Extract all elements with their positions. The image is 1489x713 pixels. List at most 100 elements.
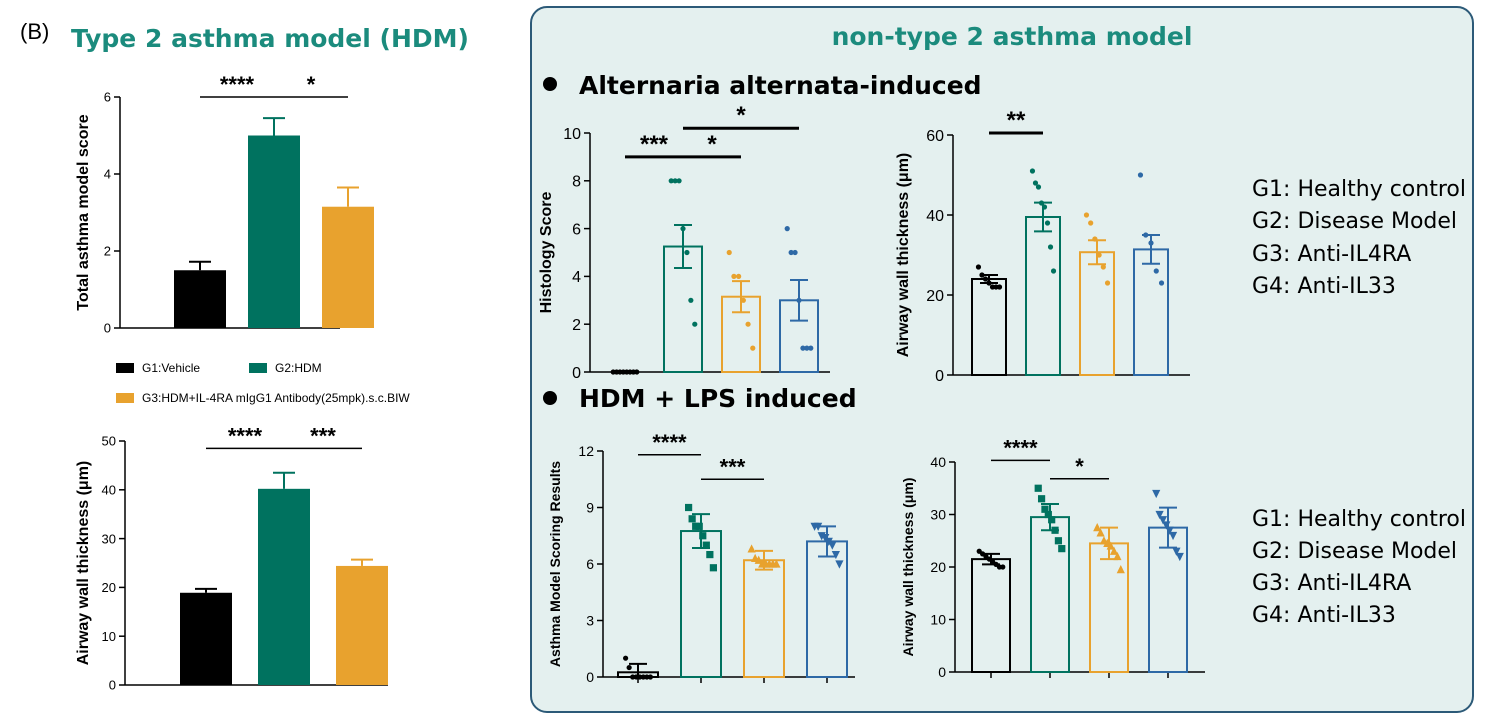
y-tick-label: 50 [102, 434, 116, 449]
group-legend-g3-b: G3: Anti-IL4RA [1252, 571, 1411, 596]
data-point [1048, 516, 1056, 524]
y-tick-label: 2 [104, 244, 111, 259]
data-point [979, 272, 985, 278]
y-tick-label: 0 [572, 365, 581, 382]
data-point [996, 284, 1003, 290]
data-point [699, 532, 707, 540]
data-point [1041, 505, 1049, 513]
significance-label: * [707, 131, 717, 158]
data-point [831, 550, 840, 560]
data-point [1035, 184, 1042, 190]
legend-label-g3: G3:HDM+IL-4RA mIgG1 Antibody(25mpk).s.c.… [142, 391, 410, 405]
group-legend-g3: G3: Anti-IL4RA [1252, 242, 1411, 267]
significance-label: *** [640, 131, 669, 158]
bar-g2 [258, 488, 310, 685]
legend-label-g2: G2:HDM [275, 361, 322, 375]
data-point [688, 515, 696, 523]
data-point [1104, 280, 1111, 286]
legend-swatch-g3 [116, 393, 134, 403]
y-tick-label: 3 [586, 613, 594, 629]
y-tick-label: 6 [104, 90, 111, 105]
data-point [772, 559, 781, 568]
y-tick-label: 9 [586, 500, 594, 516]
y-tick-label: 6 [586, 556, 594, 572]
y-tick-label: 30 [930, 507, 946, 523]
data-point [982, 276, 989, 282]
data-point [1175, 552, 1184, 562]
right-panel-title: non-type 2 asthma model [832, 22, 1193, 51]
y-tick-label: 0 [109, 678, 116, 693]
y-tick-label: 10 [930, 612, 946, 628]
data-point [692, 321, 698, 327]
data-point [1113, 551, 1122, 561]
y-axis-label: Airway wall thickness (μm) [895, 153, 912, 358]
data-point [1096, 252, 1102, 258]
right-panel-background [530, 6, 1474, 713]
data-point [1109, 546, 1119, 555]
section-title-alternaria: Alternaria alternata-induced [579, 71, 982, 100]
data-point [680, 226, 686, 232]
y-axis-label: Total asthma model score [75, 114, 92, 310]
data-point [706, 550, 714, 559]
data-point [750, 345, 756, 351]
significance-label: *** [310, 423, 336, 448]
y-tick-label: 20 [930, 559, 946, 575]
data-point [684, 249, 690, 256]
bar-g1 [180, 592, 232, 685]
data-point [688, 297, 694, 303]
y-tick-label: 30 [102, 531, 116, 546]
left-panel-title: Type 2 asthma model (HDM) [71, 24, 469, 53]
significance-label: **** [1003, 435, 1038, 460]
y-tick-label: 10 [563, 126, 581, 143]
group-legend-g1: G1: Healthy control [1252, 177, 1466, 202]
y-tick-label: 4 [572, 269, 581, 286]
data-point [1037, 495, 1046, 503]
data-point [695, 522, 703, 530]
data-point [1041, 204, 1048, 210]
y-tick-label: 2 [572, 317, 581, 334]
data-point [1044, 220, 1051, 226]
chart-c2: 0 10 20 30 40 50 Airway wall thickness (μm) ***… [75, 423, 388, 693]
data-point [1137, 172, 1144, 178]
data-point [808, 345, 814, 351]
y-tick-label: 6 [572, 221, 581, 238]
bar-g3 [322, 206, 374, 328]
group-legend-g2-b: G2: Disease Model [1252, 539, 1457, 564]
data-point [1100, 264, 1106, 270]
y-tick-label: 20 [102, 580, 116, 595]
data-point [740, 297, 746, 303]
data-point [1083, 212, 1090, 218]
data-point [1152, 489, 1161, 499]
data-point [1034, 484, 1042, 492]
data-point [986, 280, 992, 286]
y-tick-label: 40 [926, 208, 944, 225]
data-point [672, 178, 678, 184]
data-point [792, 249, 798, 256]
data-point [804, 345, 810, 351]
y-tick-label: 0 [104, 321, 111, 336]
data-point [1116, 565, 1125, 574]
y-tick-label: 8 [572, 174, 581, 191]
data-point [1038, 200, 1045, 206]
data-point [1093, 523, 1102, 532]
y-axis-label: Asthma Model Scoring Results [547, 461, 563, 667]
y-tick-label: 40 [930, 454, 946, 470]
data-point [1088, 220, 1094, 226]
data-point [1096, 528, 1105, 537]
data-point [1155, 510, 1164, 520]
significance-label: ** [1007, 107, 1026, 134]
y-axis-label: Histology Score [538, 192, 555, 314]
y-tick-label: 0 [586, 669, 594, 685]
y-tick-label: 40 [102, 482, 116, 497]
data-point [668, 178, 674, 184]
significance-label: *** [720, 454, 746, 479]
data-point [1044, 510, 1052, 519]
data-point [676, 178, 682, 184]
significance-label: **** [652, 430, 687, 455]
data-point [1158, 280, 1165, 286]
data-point [745, 321, 751, 327]
data-point [1158, 516, 1168, 525]
